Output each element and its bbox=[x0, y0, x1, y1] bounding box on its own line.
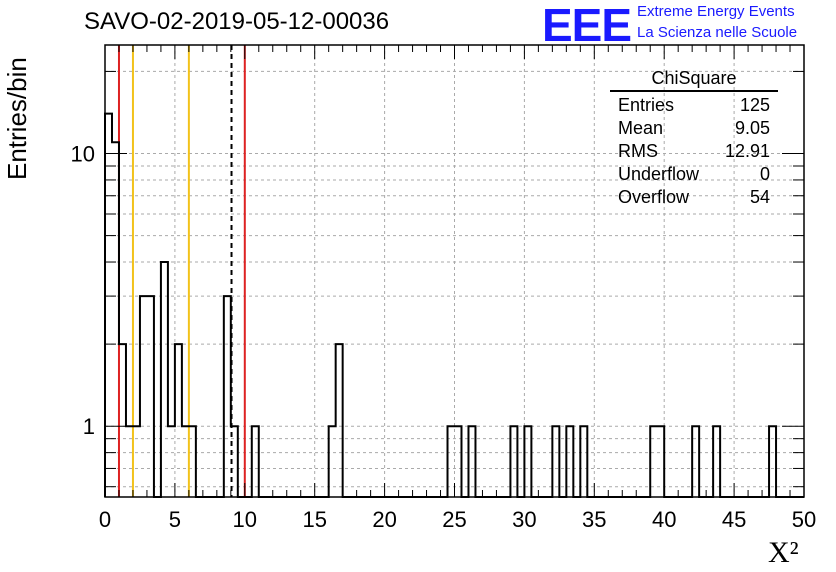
x-tick-label: 50 bbox=[792, 507, 816, 532]
x-tick-label: 15 bbox=[302, 507, 326, 532]
histogram-bin bbox=[105, 114, 112, 497]
histogram-bin bbox=[175, 344, 182, 497]
histogram-bin bbox=[336, 344, 343, 497]
axis-ticks bbox=[104, 45, 805, 497]
stats-label: RMS bbox=[618, 141, 658, 161]
x-tick-label: 45 bbox=[722, 507, 746, 532]
stats-value: 0 bbox=[759, 164, 770, 184]
stats-title: ChiSquare bbox=[610, 66, 778, 92]
stats-value: 12.91 bbox=[724, 141, 770, 161]
stats-row-entries: Entries 125 bbox=[610, 94, 778, 117]
stats-row-rms: RMS 12.91 bbox=[610, 140, 778, 163]
y-tick-label: 10 bbox=[71, 142, 95, 167]
x-tick-label: 40 bbox=[652, 507, 676, 532]
x-tick-label: 30 bbox=[512, 507, 536, 532]
x-tick-label: 35 bbox=[582, 507, 606, 532]
histogram-bin bbox=[119, 344, 126, 497]
stats-label: Underflow bbox=[618, 164, 700, 184]
reference-lines bbox=[117, 45, 246, 497]
stats-rows: Entries 125 Mean 9.05 RMS 12.91 Underflow 0 Over… bbox=[610, 94, 778, 209]
x-tick-label: 20 bbox=[372, 507, 396, 532]
page-title: SAVO-02-2019-05-12-00036 bbox=[84, 8, 390, 35]
histogram-bin bbox=[161, 262, 168, 497]
eee-logo: EEE bbox=[542, 0, 632, 51]
histogram-bin bbox=[224, 296, 231, 497]
stats-row-overflow: Overflow 54 bbox=[610, 186, 778, 209]
stats-value: 125 bbox=[739, 95, 770, 115]
x-tick-label: 25 bbox=[442, 507, 466, 532]
logo-subtitle-line1: Extreme Energy Events bbox=[637, 3, 795, 20]
x-tick-label: 0 bbox=[99, 507, 111, 532]
stats-row-mean: Mean 9.05 bbox=[610, 117, 778, 140]
stats-value: 54 bbox=[749, 187, 770, 207]
stats-label: Mean bbox=[618, 118, 664, 138]
stats-value: 9.05 bbox=[734, 118, 770, 138]
x-tick-label: 10 bbox=[233, 507, 257, 532]
x-tick-label: 5 bbox=[169, 507, 181, 532]
stats-label: Overflow bbox=[618, 187, 690, 207]
tick-labels: 0 5 10 15 20 25 30 35 40 45 50 1 10 bbox=[71, 142, 817, 532]
y-tick-label: 1 bbox=[83, 414, 95, 439]
stats-row-underflow: Underflow 0 bbox=[610, 163, 778, 186]
x-axis-label: X² bbox=[768, 536, 799, 569]
histogram-bin bbox=[140, 296, 147, 497]
histogram-bin bbox=[147, 296, 154, 497]
stats-label: Entries bbox=[618, 95, 675, 115]
logo-subtitle-line2: La Scienza nelle Scuole bbox=[637, 24, 798, 41]
stats-box: ChiSquare Entries 125 Mean 9.05 RMS 12.91 Unde… bbox=[610, 66, 778, 209]
